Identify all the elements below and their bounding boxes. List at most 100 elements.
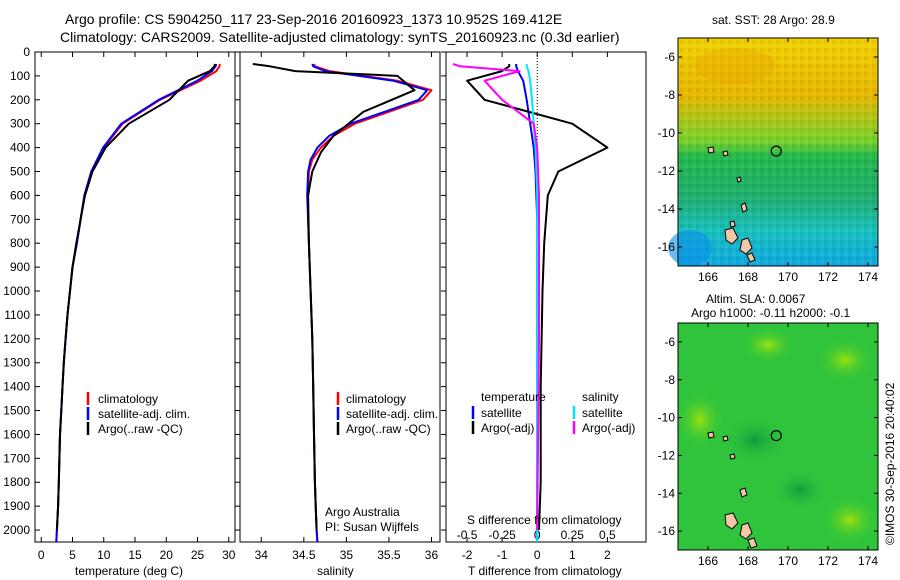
y-tick-label: 1700 — [3, 451, 30, 465]
salinity-series — [252, 63, 433, 543]
footer-stamp: ©IMOS 30-Sep-2016 20:40:02 — [883, 382, 897, 545]
legend-header-salinity: salinity — [582, 390, 619, 404]
lon-tick-label: 166 — [698, 554, 718, 568]
sla-high-patch — [820, 495, 880, 545]
x-tick-label: 0 — [534, 548, 541, 562]
x-tick-label: -1 — [497, 548, 508, 562]
salinity-x-axis: 34 34.5 35 35.5 36 — [255, 52, 439, 562]
y-tick-label: 0 — [23, 45, 30, 59]
x-tick-label: 2 — [604, 548, 611, 562]
x-tick-label: 36 — [425, 548, 439, 562]
legend-label-climatology: climatology — [98, 392, 158, 406]
lon-tick-label: 172 — [818, 270, 838, 284]
y-tick-label: 500 — [10, 165, 30, 179]
island-shape — [746, 252, 756, 263]
x-tick-label: 10 — [97, 548, 111, 562]
y-tick-label: 400 — [10, 141, 30, 155]
s-tick-label: 0.5 — [599, 528, 616, 542]
lat-tick-label: -14 — [658, 486, 676, 500]
x-tick-label: 1 — [569, 548, 576, 562]
sst-map-frame — [677, 37, 879, 267]
y-tick-label: 900 — [10, 260, 30, 274]
argo-position-marker — [770, 145, 782, 157]
sla-high-patch — [675, 390, 725, 450]
lon-tick-label: 174 — [858, 270, 878, 284]
y-tick-label: 2000 — [3, 523, 30, 537]
sla-low-patch — [720, 415, 790, 465]
island-shape — [729, 453, 736, 460]
temperature-plot-frame — [34, 51, 236, 543]
difference-legend: temperature salinity satellite Argo(-adj… — [471, 390, 635, 435]
figure-title: Argo profile: CS 5904250_117 23-Sep-2016… — [65, 11, 562, 27]
series-line — [525, 64, 539, 542]
island-shape — [724, 227, 739, 245]
series-line — [252, 63, 416, 531]
t-difference-label: T difference from climatology — [468, 564, 622, 578]
sla-islands — [707, 431, 758, 549]
sla-low-patch — [772, 470, 828, 510]
series-line — [452, 63, 540, 531]
x-tick-label: 25 — [191, 548, 205, 562]
lat-tick-label: -8 — [664, 373, 675, 387]
island-shape — [736, 176, 742, 183]
legend-label-argo: Argo(..raw -QC) — [98, 422, 183, 436]
y-tick-label: 600 — [10, 188, 30, 202]
sst-longitude-axis: 166 168 170 172 174 — [698, 38, 878, 284]
island-shape — [739, 237, 753, 255]
sla-latitude-axis: -6 -8 -10 -12 -14 -16 — [658, 335, 878, 538]
x-tick-label: -2 — [462, 548, 473, 562]
y-tick-label: 300 — [10, 117, 30, 131]
legend-label-s-satellite: satellite — [582, 406, 623, 420]
sst-map-panel: sat. SST: 28 Argo: 28.9 166 168 170 172 174 … — [658, 13, 879, 284]
s-tick-label: 0.25 — [561, 528, 585, 542]
temperature-panel: 0100200300400500600700800900100011001200… — [3, 45, 646, 578]
sla-high-patch — [740, 327, 796, 363]
lon-tick-label: 166 — [698, 270, 718, 284]
y-tick-label: 700 — [10, 212, 30, 226]
lat-tick-label: -6 — [664, 335, 675, 349]
y-tick-label: 1000 — [3, 284, 30, 298]
sst-warm-patch — [695, 48, 775, 84]
temperature-series — [55, 63, 221, 543]
island-shape — [729, 220, 736, 228]
sst-islands — [707, 146, 756, 263]
x-tick-label: 34.5 — [292, 548, 316, 562]
y-tick-label: 1900 — [3, 499, 30, 513]
legend-label-t-satellite: satellite — [481, 406, 522, 420]
argo-position-marker — [770, 429, 782, 442]
series-line — [466, 64, 609, 531]
sla-map-subtitle: Argo h1000: -0.11 h2000: -0.1 — [691, 306, 851, 320]
x-tick-label: 5 — [69, 548, 76, 562]
salinity-difference-ticks: -0.5 -0.25 0 0.25 0.5 — [457, 528, 616, 542]
salinity-plot-frame — [239, 51, 441, 543]
legend-label-climatology: climatology — [346, 392, 406, 406]
lon-tick-label: 168 — [738, 270, 758, 284]
salinity-legend: climatology satellite-adj. clim. Argo(..… — [336, 392, 438, 436]
temperature-x-axis: 0 5 10 15 20 25 30 — [38, 52, 236, 562]
x-tick-label: 35 — [340, 548, 354, 562]
legend-label-argo: Argo(..raw -QC) — [346, 422, 431, 436]
island-shape — [747, 537, 758, 549]
difference-plot-frame — [445, 51, 647, 543]
lat-tick-label: -12 — [658, 448, 676, 462]
island-shape — [722, 435, 729, 442]
sla-longitude-axis: 166 168 170 172 174 — [698, 323, 878, 568]
sla-map-panel: Altim. SLA: 0.0067 Argo h1000: -0.11 h20… — [658, 292, 880, 568]
legend-label-t-argo: Argo(-adj) — [481, 421, 534, 435]
lat-tick-label: -12 — [658, 164, 676, 178]
figure-subtitle: Climatology: CARS2009. Satellite-adjuste… — [60, 29, 620, 45]
lon-tick-label: 172 — [818, 554, 838, 568]
difference-panel: -2 -1 0 1 2 -0.5 -0.25 0 0.25 0.5 T difference f… — [445, 51, 647, 578]
sla-map-title: Altim. SLA: 0.0067 — [706, 292, 806, 306]
lon-tick-label: 170 — [778, 270, 798, 284]
legend-label-satellite: satellite-adj. clim. — [346, 407, 438, 421]
s-difference-label: S difference from climatology — [467, 513, 622, 527]
difference-x-axis: -2 -1 0 1 2 — [462, 52, 611, 562]
sst-map-title: sat. SST: 28 Argo: 28.9 — [712, 13, 835, 27]
lat-tick-label: -6 — [664, 50, 675, 64]
sst-latitude-axis: -6 -8 -10 -12 -14 -16 — [658, 50, 878, 254]
depth-axis: 0 100 200 300 400 500 600 700 800 900 1000 1100 1200… — [3, 45, 646, 537]
y-tick-label: 1100 — [4, 308, 30, 322]
island-shape — [707, 146, 715, 154]
island-shape — [707, 431, 715, 439]
